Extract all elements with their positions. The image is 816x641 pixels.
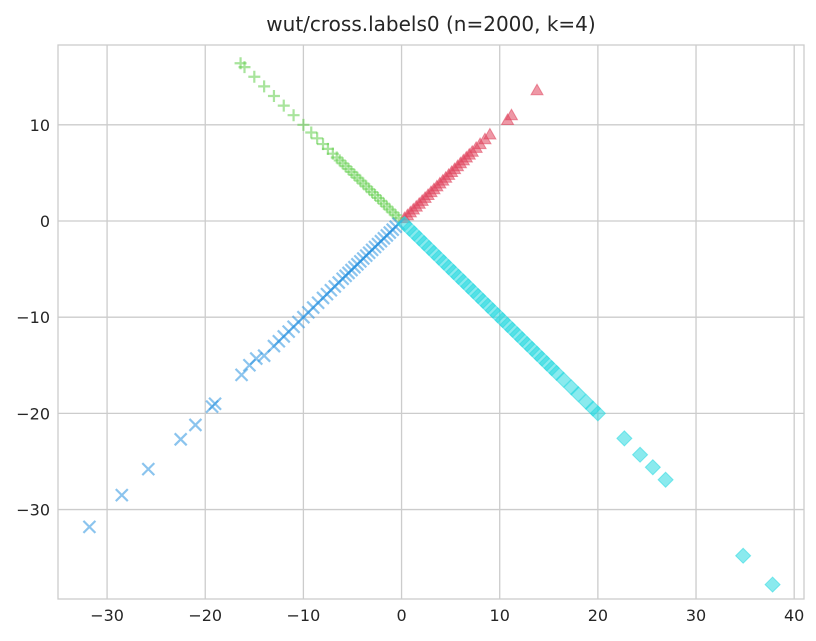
y-tick-label: 0 bbox=[40, 212, 50, 231]
data-point bbox=[616, 430, 633, 447]
data-point bbox=[631, 446, 649, 463]
tick-labels: −30 −20 −10 0 10 20 30 40 −30 −20 −10 0 10 bbox=[16, 116, 804, 625]
data-points bbox=[82, 57, 781, 593]
data-point bbox=[386, 206, 399, 219]
data-point bbox=[504, 108, 519, 121]
data-point bbox=[242, 358, 257, 373]
x-tick-label: 10 bbox=[490, 606, 510, 625]
data-point bbox=[589, 405, 607, 422]
data-point bbox=[287, 109, 300, 122]
data-point bbox=[345, 165, 358, 178]
data-point bbox=[371, 191, 384, 204]
data-point bbox=[333, 154, 346, 167]
data-point bbox=[248, 70, 261, 83]
series-2 bbox=[234, 57, 405, 225]
data-point bbox=[354, 174, 367, 187]
data-point bbox=[258, 80, 271, 93]
series-4 bbox=[396, 215, 781, 593]
data-point bbox=[297, 118, 310, 131]
grid-lines bbox=[58, 45, 804, 599]
data-point bbox=[173, 432, 188, 447]
data-point bbox=[234, 368, 249, 382]
data-point bbox=[277, 99, 290, 112]
x-tick-label: 0 bbox=[396, 606, 406, 625]
data-point bbox=[357, 177, 370, 190]
data-point bbox=[657, 471, 674, 488]
data-point bbox=[530, 83, 544, 96]
data-point bbox=[377, 197, 390, 210]
data-point bbox=[339, 160, 352, 173]
x-tick-label: −10 bbox=[287, 606, 321, 625]
data-point bbox=[82, 520, 97, 534]
data-point bbox=[267, 89, 280, 102]
data-point bbox=[205, 399, 219, 414]
data-point bbox=[141, 462, 156, 476]
data-point bbox=[188, 418, 203, 432]
series-1 bbox=[397, 83, 544, 224]
x-tick-label: 20 bbox=[588, 606, 608, 625]
x-tick-label: 40 bbox=[784, 606, 804, 625]
data-point bbox=[234, 57, 247, 70]
data-point bbox=[383, 203, 396, 216]
data-point bbox=[336, 157, 349, 170]
y-tick-label: −30 bbox=[16, 501, 50, 520]
data-point bbox=[348, 168, 361, 181]
data-point bbox=[317, 138, 330, 151]
data-point bbox=[369, 189, 382, 202]
data-point bbox=[351, 171, 364, 184]
data-point bbox=[374, 194, 387, 207]
series-3 bbox=[82, 217, 406, 534]
data-point bbox=[734, 547, 752, 564]
chart-title: wut/cross.labels0 (n=2000, k=4) bbox=[266, 12, 596, 36]
plot-frame bbox=[57, 44, 805, 600]
data-point bbox=[311, 132, 324, 145]
data-point bbox=[257, 348, 271, 363]
data-point bbox=[366, 186, 379, 199]
data-point bbox=[764, 576, 781, 593]
x-tick-label: 30 bbox=[686, 606, 706, 625]
y-tick-label: −10 bbox=[16, 308, 50, 327]
data-point bbox=[115, 488, 129, 502]
y-tick-label: −20 bbox=[16, 404, 50, 423]
data-point bbox=[342, 163, 355, 176]
data-point bbox=[483, 127, 497, 140]
data-point bbox=[363, 183, 376, 196]
data-point bbox=[360, 180, 373, 193]
data-point bbox=[644, 459, 662, 476]
x-tick-label: −30 bbox=[90, 606, 124, 625]
data-point bbox=[305, 126, 318, 139]
x-tick-label: −20 bbox=[188, 606, 222, 625]
data-point bbox=[380, 200, 393, 213]
y-tick-label: 10 bbox=[30, 116, 50, 135]
